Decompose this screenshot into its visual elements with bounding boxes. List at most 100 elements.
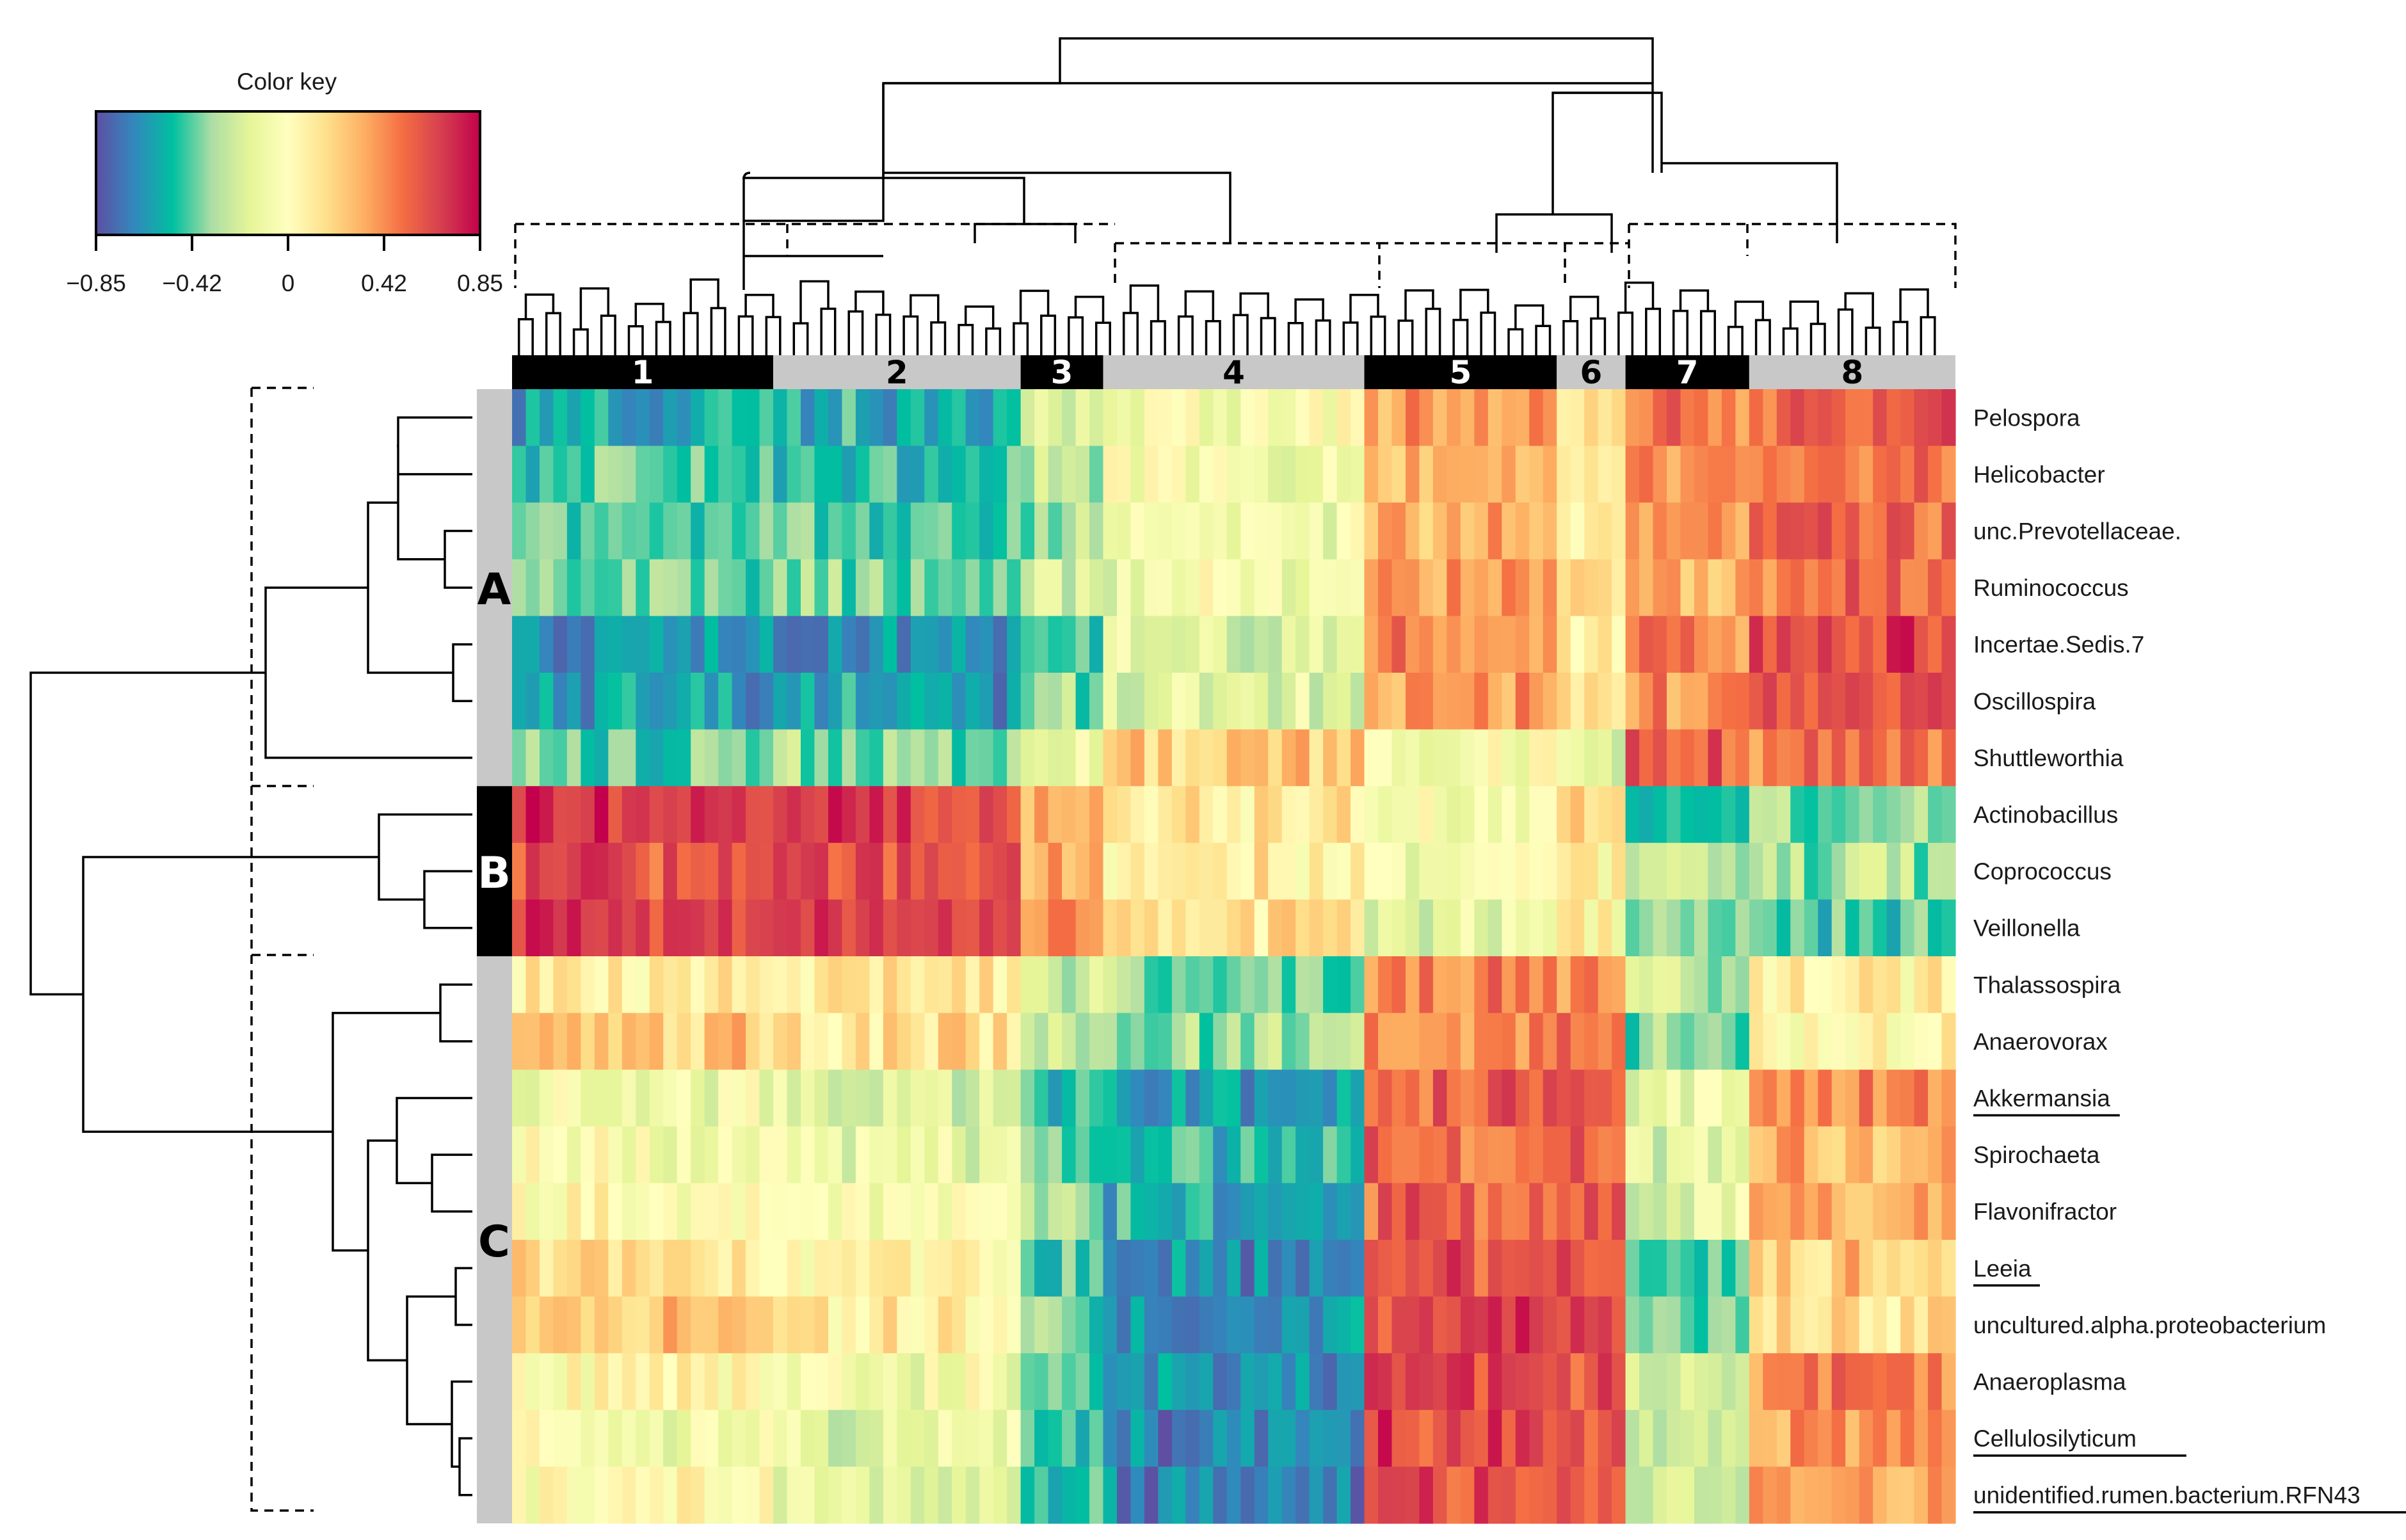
heatmap-cell xyxy=(855,616,870,673)
heatmap-cell xyxy=(1460,559,1475,616)
heatmap-cell xyxy=(1240,502,1255,560)
heatmap-cell xyxy=(1515,1013,1530,1070)
heatmap-cell xyxy=(1900,899,1915,957)
heatmap-cell xyxy=(539,956,554,1014)
heatmap-cell xyxy=(1254,956,1269,1014)
heatmap-cell xyxy=(924,1013,939,1070)
heatmap-cell xyxy=(1116,899,1132,957)
heatmap-cell xyxy=(869,1183,884,1240)
heatmap-cell xyxy=(1378,559,1393,616)
heatmap-cell xyxy=(746,616,760,673)
heatmap-cell xyxy=(1584,1466,1599,1524)
heatmap-cell xyxy=(1584,786,1599,844)
heatmap-cell xyxy=(1625,1296,1640,1354)
heatmap-cell xyxy=(1708,786,1722,844)
heatmap-cell xyxy=(539,389,554,447)
heatmap-cell xyxy=(1886,786,1901,844)
heatmap-cell xyxy=(1130,786,1145,844)
heatmap-cell xyxy=(1226,1240,1241,1297)
heatmap-cell xyxy=(1419,786,1434,844)
heatmap-cell xyxy=(883,1353,897,1411)
heatmap-cell xyxy=(1351,559,1365,616)
heatmap-cell xyxy=(993,1353,1007,1411)
heatmap-cell xyxy=(1048,1240,1063,1297)
heatmap-cell xyxy=(1240,729,1255,787)
heatmap-cell xyxy=(1213,445,1228,503)
column-cluster-segment xyxy=(1625,355,1749,389)
heatmap-cell xyxy=(1488,1240,1502,1297)
heatmap-cell xyxy=(979,1126,994,1183)
heatmap-cell xyxy=(1859,1466,1873,1524)
heatmap-cell xyxy=(732,616,746,673)
heatmap-cell xyxy=(1213,1240,1228,1297)
heatmap-cell xyxy=(539,1466,554,1524)
heatmap-cell xyxy=(1378,786,1393,844)
heatmap-cell xyxy=(1680,1296,1695,1354)
heatmap-cell xyxy=(938,1466,952,1524)
heatmap-cell xyxy=(897,1126,911,1183)
heatmap-cell xyxy=(1749,445,1763,503)
heatmap-cell xyxy=(1721,956,1736,1014)
heatmap-cell xyxy=(1062,1013,1077,1070)
heatmap-cell xyxy=(1240,559,1255,616)
heatmap-cell xyxy=(1598,559,1612,616)
heatmap-cell xyxy=(1598,899,1612,957)
row-label: Pelospora xyxy=(1973,405,2080,431)
heatmap-cell xyxy=(1254,1013,1269,1070)
heatmap-cell xyxy=(1432,1070,1447,1127)
heatmap-cell xyxy=(1226,1466,1241,1524)
heatmap-cell xyxy=(1460,445,1475,503)
heatmap-cell xyxy=(691,956,705,1014)
heatmap-cell xyxy=(1543,445,1557,503)
heatmap-cell xyxy=(1680,842,1695,900)
heatmap-cell xyxy=(1543,1409,1557,1467)
heatmap-cell xyxy=(1281,559,1296,616)
heatmap-cell xyxy=(581,956,595,1014)
heatmap-cell xyxy=(1185,559,1200,616)
row-label: Flavonifractor xyxy=(1973,1199,2117,1225)
heatmap-cell xyxy=(566,786,581,844)
heatmap-cell xyxy=(1268,389,1283,447)
heatmap-cell xyxy=(1460,1466,1475,1524)
heatmap-cell xyxy=(1502,1296,1516,1354)
heatmap-cell xyxy=(1254,673,1269,730)
heatmap-cell xyxy=(1570,1466,1585,1524)
heatmap-cell xyxy=(1130,842,1145,900)
heatmap-cell xyxy=(1584,673,1599,730)
heatmap-cell xyxy=(1914,673,1929,730)
heatmap-cell xyxy=(1116,1409,1132,1467)
heatmap-cell xyxy=(869,502,884,560)
heatmap-cell xyxy=(1749,673,1763,730)
heatmap-cell xyxy=(938,729,952,787)
heatmap-cell xyxy=(1391,1466,1406,1524)
heatmap-cell xyxy=(1432,1183,1447,1240)
heatmap-cell xyxy=(855,673,870,730)
heatmap-cell xyxy=(1185,956,1200,1014)
heatmap-cell xyxy=(594,1240,609,1297)
heatmap-cell xyxy=(1639,899,1654,957)
heatmap-cell xyxy=(883,445,897,503)
heatmap-cell xyxy=(594,389,609,447)
heatmap-cell xyxy=(801,1353,815,1411)
heatmap-cell xyxy=(1020,1353,1035,1411)
heatmap-cell xyxy=(1570,1240,1585,1297)
heatmap-cell xyxy=(1460,616,1475,673)
heatmap-cell xyxy=(1941,1126,1956,1183)
heatmap-cell xyxy=(718,502,733,560)
heatmap-cell xyxy=(828,1409,843,1467)
heatmap-cell xyxy=(855,842,870,900)
heatmap-cell xyxy=(1502,956,1516,1014)
heatmap-cell xyxy=(1776,389,1791,447)
heatmap-cell xyxy=(1116,559,1132,616)
heatmap-cell xyxy=(1295,1240,1310,1297)
heatmap-cell xyxy=(581,786,595,844)
heatmap-cell xyxy=(952,729,966,787)
heatmap-cell xyxy=(910,1013,925,1070)
heatmap-cell xyxy=(1007,729,1022,787)
heatmap-cell xyxy=(1447,1183,1461,1240)
heatmap-cell xyxy=(1694,673,1709,730)
heatmap-cell xyxy=(1405,673,1420,730)
heatmap-cell xyxy=(1612,1240,1626,1297)
heatmap-cell xyxy=(1213,1183,1228,1240)
heatmap-cell xyxy=(1488,899,1502,957)
